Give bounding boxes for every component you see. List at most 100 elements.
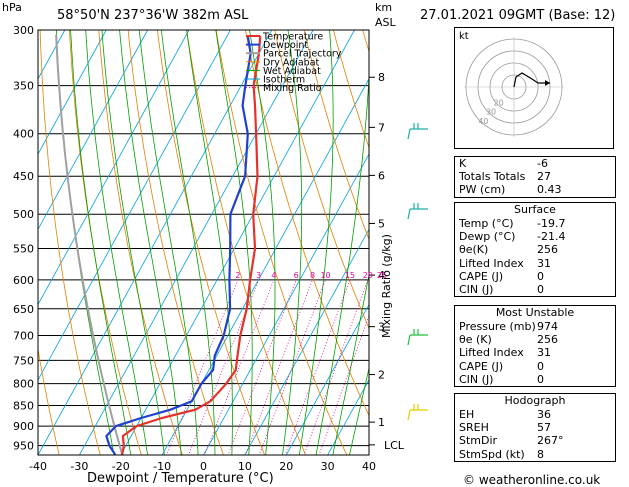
isotherm-line <box>244 228 369 455</box>
dry-adiabat-line <box>69 30 142 455</box>
row-label: Dewp (°C) <box>459 230 516 244</box>
legend-label: Isotherm <box>263 75 305 86</box>
row-label: Temp (°C) <box>459 217 514 230</box>
dry-adiabat-line <box>274 30 369 330</box>
wet-adiabat-line <box>349 366 369 455</box>
table-row: PW (cm) 0.43 <box>455 183 615 196</box>
row-label: CIN (J) <box>459 372 494 386</box>
table-row: EH 36 <box>455 408 615 421</box>
hodograph-ring-label: 40 <box>478 117 488 126</box>
row-value: 8 <box>537 447 544 461</box>
wet-adiabat-line <box>70 30 132 455</box>
row-label: Totals Totals <box>459 170 526 184</box>
row-label: Lifted Index <box>459 256 524 270</box>
hodograph-ring-label: 30 <box>486 108 496 117</box>
wet-adiabat-line <box>160 30 216 455</box>
table-row: CIN (J) 0 <box>455 283 615 296</box>
mixing-ratio-line <box>284 279 351 455</box>
row-label: Pressure (mb) <box>459 320 536 333</box>
wind-barb-icon <box>407 203 428 220</box>
mixing-ratio-axis-label: Mixing Ratio (g/kg) <box>380 234 393 338</box>
mixing-ratio-label: 10 <box>320 271 330 280</box>
mixing-ratio-line <box>227 279 297 455</box>
mixing-ratio-label: 20 <box>363 271 373 280</box>
x-axis-label: Dewpoint / Temperature (°C) <box>87 471 274 486</box>
pressure-tick-label: 800 <box>13 378 34 391</box>
row-value: 0 <box>537 372 544 386</box>
temperature-tick-label: 40 <box>362 460 376 473</box>
row-value: 36 <box>537 408 551 421</box>
pressure-tick-label: 450 <box>13 170 34 183</box>
row-value: 57 <box>537 421 551 435</box>
isotherm-line <box>38 30 107 155</box>
most-unstable-table: Most Unstable Pressure (mb) 974 θe (K) 2… <box>454 305 616 387</box>
wet-adiabat-line <box>138 30 199 455</box>
row-label: K <box>459 157 467 170</box>
legend-label: Parcel Trajectory <box>263 49 342 60</box>
wet-adiabat-line <box>298 30 334 455</box>
pressure-tick-label: 650 <box>13 303 34 316</box>
km-tick-label: 8 <box>378 71 385 84</box>
copyright-label: © weatheronline.co.uk <box>463 473 601 487</box>
row-value: 0 <box>537 282 544 296</box>
table-title: Surface <box>514 203 556 216</box>
isotherm-line <box>38 30 231 381</box>
row-value: 31 <box>537 256 551 270</box>
wet-adiabat-line <box>249 30 276 455</box>
lcl-label: LCL <box>384 439 405 452</box>
pressure-tick-label: 550 <box>13 243 34 256</box>
row-label: StmDir <box>459 434 498 448</box>
row-label: SREH <box>459 421 489 435</box>
surface-table: Surface Temp (°C) -19.7 Dewp (°C) -21.4 … <box>454 202 616 298</box>
table-row: CAPE (J) 0 <box>455 270 615 283</box>
legend-label: Temperature <box>262 32 323 43</box>
isotherm-line <box>78 30 314 455</box>
mixing-ratio-label: 2 <box>235 271 240 280</box>
dry-adiabat-line <box>127 30 224 455</box>
wet-adiabat-line <box>186 30 233 455</box>
temperature-tick-label: 30 <box>321 460 335 473</box>
mixing-ratio-line <box>244 279 313 455</box>
dry-adiabat-line <box>245 30 369 417</box>
row-label: EH <box>459 408 475 421</box>
temperature-tick-label: -40 <box>29 460 47 473</box>
wet-adiabat-line <box>85 30 148 455</box>
legend-label: Dewpoint <box>263 40 308 51</box>
row-value: 256 <box>537 333 558 347</box>
pressure-tick-label: 500 <box>13 208 34 221</box>
table-row: Lifted Index 31 <box>455 257 615 270</box>
wet-adiabat-line <box>215 30 253 455</box>
isotherm-line <box>327 378 369 455</box>
pressure-tick-label: 300 <box>13 24 34 37</box>
asl-unit-label: ASL <box>375 16 396 29</box>
row-label: CIN (J) <box>459 282 494 296</box>
parcel-trajectory-line <box>55 34 124 455</box>
mixing-ratio-label: 15 <box>345 271 355 280</box>
table-row: Dewp (°C) -21.4 <box>455 230 615 243</box>
km-tick-label: 4 <box>378 269 385 282</box>
table-row: θe(K) 256 <box>455 243 615 256</box>
mixing-ratio-line <box>166 279 239 455</box>
wind-barb-icon <box>407 404 428 421</box>
table-row: θe (K) 256 <box>455 333 615 346</box>
mixing-ratio-label: 25 <box>377 271 387 280</box>
hodograph-trace <box>513 72 550 88</box>
pressure-tick-label: 400 <box>13 128 34 141</box>
mixing-ratio-line <box>258 279 326 455</box>
wind-barb-icon <box>407 123 428 140</box>
row-value: 0 <box>537 359 544 373</box>
pressure-tick-label: 750 <box>13 354 34 367</box>
wet-adiabat-line <box>332 272 369 455</box>
row-label: PW (cm) <box>459 183 506 197</box>
isotherm-line <box>285 303 369 455</box>
hodograph-unit-label: kt <box>459 31 469 42</box>
row-value: 256 <box>537 243 558 257</box>
dry-adiabat-line <box>39 30 101 455</box>
row-value: 0 <box>537 269 544 283</box>
isotherm-line <box>203 153 369 455</box>
row-label: CAPE (J) <box>459 359 504 373</box>
temperature-tick-label: -10 <box>153 460 171 473</box>
row-value: 27 <box>537 170 551 184</box>
